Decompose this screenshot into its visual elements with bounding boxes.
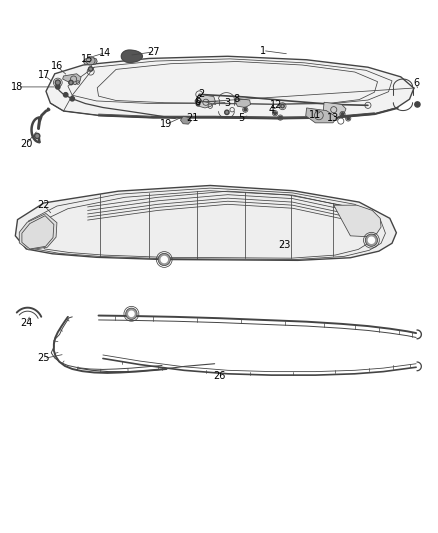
Text: 24: 24 [20,318,32,328]
Polygon shape [83,58,97,65]
Circle shape [56,85,60,89]
Circle shape [161,256,167,263]
Text: 27: 27 [147,47,159,57]
Circle shape [35,133,40,139]
Circle shape [55,80,60,85]
Circle shape [88,67,93,71]
Polygon shape [334,205,381,237]
Text: 6: 6 [194,97,200,107]
Circle shape [70,96,74,101]
Polygon shape [63,74,81,85]
Circle shape [281,104,284,108]
Text: 21: 21 [187,114,199,124]
Polygon shape [19,214,57,250]
Circle shape [341,113,344,115]
Text: 2: 2 [198,90,205,99]
Circle shape [64,93,68,97]
Polygon shape [195,94,215,108]
Polygon shape [306,108,337,123]
Circle shape [368,237,374,243]
Text: 16: 16 [51,61,63,71]
Text: 11: 11 [309,109,321,119]
Circle shape [365,234,378,246]
Text: 3: 3 [225,98,231,108]
Text: 17: 17 [38,70,50,80]
Polygon shape [236,98,251,108]
Text: 25: 25 [38,353,50,364]
Text: 13: 13 [327,114,339,124]
Text: 1: 1 [260,45,266,55]
Text: 23: 23 [279,240,291,251]
Circle shape [126,308,137,319]
Text: 4: 4 [268,104,275,115]
Text: 22: 22 [38,200,50,210]
Circle shape [225,110,229,115]
Text: 14: 14 [99,48,111,58]
Text: 6: 6 [413,78,419,88]
Circle shape [69,80,73,85]
Text: 8: 8 [233,94,240,104]
Circle shape [244,108,247,111]
Circle shape [129,311,134,317]
Circle shape [347,117,350,120]
Polygon shape [46,56,414,118]
Polygon shape [180,116,191,124]
Circle shape [196,102,200,106]
Text: 20: 20 [20,139,32,149]
Circle shape [415,102,420,107]
Text: 19: 19 [160,119,173,129]
Polygon shape [15,185,396,260]
Text: 26: 26 [213,371,225,381]
Polygon shape [323,102,346,118]
Text: 12: 12 [270,100,282,110]
Polygon shape [121,50,142,62]
Text: 5: 5 [238,112,244,123]
Text: 15: 15 [81,54,94,64]
Circle shape [158,253,170,265]
Text: 6: 6 [195,95,201,105]
Circle shape [274,112,276,115]
Circle shape [279,116,282,119]
Text: 18: 18 [11,82,24,92]
